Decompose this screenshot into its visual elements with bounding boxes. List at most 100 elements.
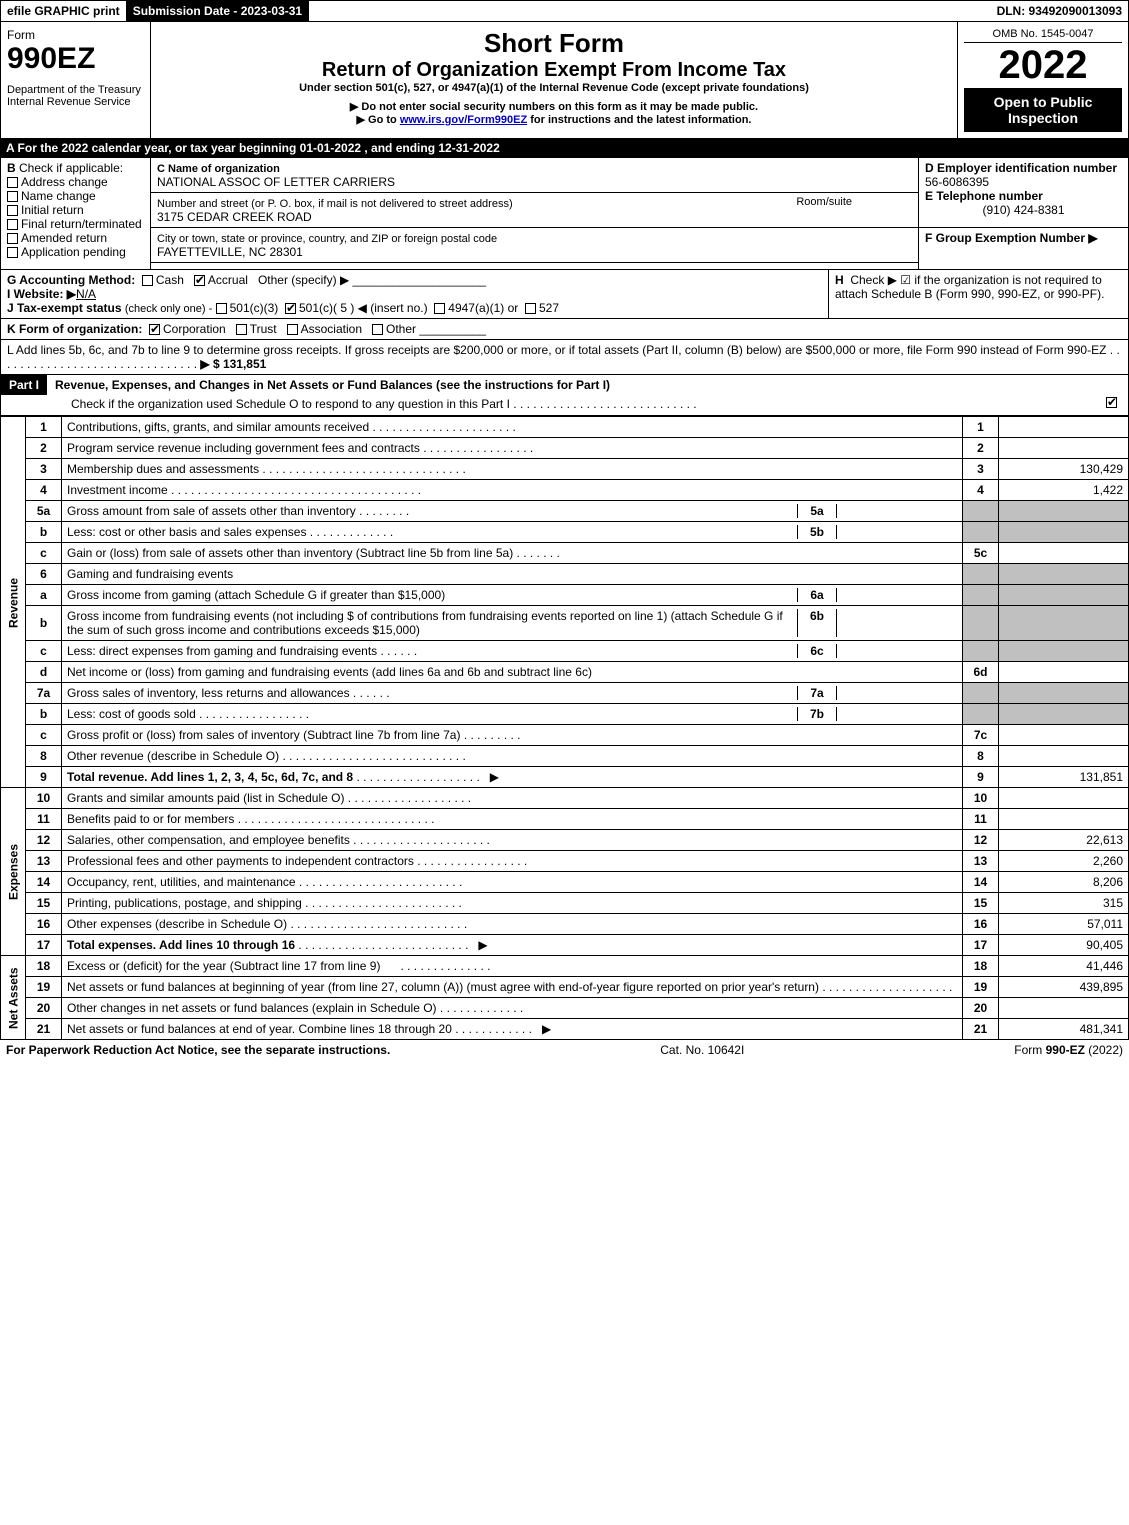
section-c-addr: Number and street (or P. O. box, if mail… (151, 193, 919, 228)
line-13-amt: 2,260 (999, 851, 1129, 872)
irs-link[interactable]: www.irs.gov/Form990EZ (400, 114, 527, 126)
line-5b-desc: Less: cost or other basis and sales expe… (62, 522, 963, 543)
line-6b-desc: Gross income from fundraising events (no… (62, 606, 963, 641)
phone-label: E Telephone number (925, 189, 1043, 203)
line-20-desc: Other changes in net assets or fund bala… (62, 998, 963, 1019)
line-3-amt: 130,429 (999, 459, 1129, 480)
revenue-label: Revenue (1, 417, 26, 788)
line-14-amt: 8,206 (999, 872, 1129, 893)
line-2-amt (999, 438, 1129, 459)
section-f: F Group Exemption Number ▶ (919, 228, 1129, 270)
org-city: FAYETTEVILLE, NC 28301 (157, 245, 303, 259)
section-l: L Add lines 5b, 6c, and 7b to line 9 to … (1, 340, 1129, 375)
chk-527[interactable] (525, 303, 536, 314)
line-8-amt (999, 746, 1129, 767)
chk-trust[interactable] (236, 324, 247, 335)
open-public: Open to Public Inspection (964, 88, 1122, 132)
line-17-desc: Total expenses. Add lines 10 through 16 … (62, 935, 963, 956)
line-2-desc: Program service revenue including govern… (62, 438, 963, 459)
chk-cash[interactable] (142, 275, 153, 286)
chk-accrual[interactable] (194, 275, 205, 286)
short-form-title: Short Form (157, 28, 951, 59)
header-left: Form 990EZ Department of the Treasury In… (1, 22, 151, 138)
chk-corp[interactable] (149, 324, 160, 335)
chk-final-return[interactable] (7, 219, 18, 230)
chk-4947[interactable] (434, 303, 445, 314)
line-10-amt (999, 788, 1129, 809)
line-6-desc: Gaming and fundraising events (62, 564, 963, 585)
chk-name-change[interactable] (7, 191, 18, 202)
line-9-desc: Total revenue. Add lines 1, 2, 3, 4, 5c,… (62, 767, 963, 788)
line-16-desc: Other expenses (describe in Schedule O) … (62, 914, 963, 935)
section-b: B Check if applicable: Address change Na… (1, 158, 151, 270)
part1-lines: Revenue 1 Contributions, gifts, grants, … (0, 416, 1129, 1040)
g-h-table: G Accounting Method: Cash Accrual Other … (0, 270, 1129, 319)
top-bar: efile GRAPHIC print Submission Date - 20… (0, 0, 1129, 22)
identity-table: B Check if applicable: Address change Na… (0, 157, 1129, 270)
line-7c-amt (999, 725, 1129, 746)
line-11-amt (999, 809, 1129, 830)
part1-title: Revenue, Expenses, and Changes in Net As… (47, 375, 1128, 395)
chk-app-pending[interactable] (7, 247, 18, 258)
org-address: 3175 CEDAR CREEK ROAD (157, 210, 312, 224)
line-21-amt: 481,341 (999, 1019, 1129, 1040)
line-12-amt: 22,613 (999, 830, 1129, 851)
part1-check-row: Check if the organization used Schedule … (1, 395, 1128, 415)
line-1-desc: Contributions, gifts, grants, and simila… (62, 417, 963, 438)
line-7b-desc: Less: cost of goods sold . . . . . . . .… (62, 704, 963, 725)
phone-value: (910) 424-8381 (925, 203, 1122, 217)
section-k: K Form of organization: Corporation Trus… (1, 319, 1129, 340)
line-15-desc: Printing, publications, postage, and shi… (62, 893, 963, 914)
part1-label: Part I (1, 375, 47, 395)
footer-mid: Cat. No. 10642I (660, 1043, 744, 1057)
j-label: J Tax-exempt status (7, 301, 122, 315)
page-footer: For Paperwork Reduction Act Notice, see … (0, 1040, 1129, 1060)
org-name: NATIONAL ASSOC OF LETTER CARRIERS (157, 175, 395, 189)
chk-assoc[interactable] (287, 324, 298, 335)
warn-ssn: ▶ Do not enter social security numbers o… (157, 100, 951, 113)
line-4-amt: 1,422 (999, 480, 1129, 501)
line-10-desc: Grants and similar amounts paid (list in… (62, 788, 963, 809)
line-9-amt: 131,851 (999, 767, 1129, 788)
chk-initial-return[interactable] (7, 205, 18, 216)
k-table: K Form of organization: Corporation Trus… (0, 319, 1129, 340)
chk-address-change[interactable] (7, 177, 18, 188)
form-label: Form (7, 28, 144, 42)
efile-label[interactable]: efile GRAPHIC print (1, 1, 127, 21)
chk-other-org[interactable] (372, 324, 383, 335)
line-14-desc: Occupancy, rent, utilities, and maintena… (62, 872, 963, 893)
line-21-desc: Net assets or fund balances at end of ye… (62, 1019, 963, 1040)
chk-501c[interactable] (285, 303, 296, 314)
warn-link: ▶ Go to www.irs.gov/Form990EZ for instru… (157, 113, 951, 126)
header-right: OMB No. 1545-0047 2022 Open to Public In… (958, 22, 1128, 138)
netassets-label: Net Assets (1, 956, 26, 1040)
section-d-e: D Employer identification number 56-6086… (919, 158, 1129, 228)
irs-label: Internal Revenue Service (7, 96, 144, 108)
line-5c-desc: Gain or (loss) from sale of assets other… (62, 543, 963, 564)
l-table: L Add lines 5b, 6c, and 7b to line 9 to … (0, 340, 1129, 375)
part1-header-row: Part I Revenue, Expenses, and Changes in… (0, 375, 1129, 416)
chk-501c3[interactable] (216, 303, 227, 314)
section-a: A For the 2022 calendar year, or tax yea… (0, 139, 1129, 157)
line-13-desc: Professional fees and other payments to … (62, 851, 963, 872)
chk-schedule-o[interactable] (1106, 397, 1117, 408)
line-6d-desc: Net income or (loss) from gaming and fun… (62, 662, 963, 683)
tax-year: 2022 (964, 43, 1122, 88)
line-6c-desc: Less: direct expenses from gaming and fu… (62, 641, 963, 662)
dept-treasury: Department of the Treasury (7, 84, 144, 96)
line-6d-amt (999, 662, 1129, 683)
form-header: Form 990EZ Department of the Treasury In… (0, 22, 1129, 139)
line-18-desc: Excess or (deficit) for the year (Subtra… (62, 956, 963, 977)
line-7a-desc: Gross sales of inventory, less returns a… (62, 683, 963, 704)
line-16-amt: 57,011 (999, 914, 1129, 935)
section-c-name: C Name of organization NATIONAL ASSOC OF… (151, 158, 919, 193)
footer-right: Form 990-EZ (2022) (1014, 1043, 1123, 1057)
expenses-label: Expenses (1, 788, 26, 956)
chk-amended[interactable] (7, 233, 18, 244)
line-5c-amt (999, 543, 1129, 564)
form-number: 990EZ (7, 42, 144, 76)
ein-label: D Employer identification number (925, 161, 1117, 175)
line-18-amt: 41,446 (999, 956, 1129, 977)
submission-date: Submission Date - 2023-03-31 (127, 1, 309, 21)
line-12-desc: Salaries, other compensation, and employ… (62, 830, 963, 851)
